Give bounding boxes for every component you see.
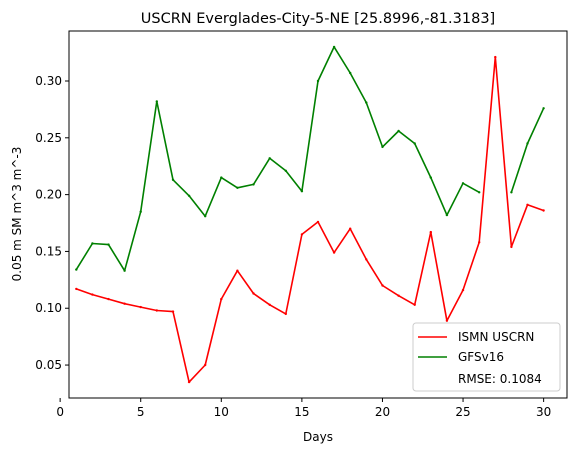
y-tick-label: 0.20: [35, 188, 62, 202]
data-point-gfsv16: [510, 191, 513, 194]
data-point-gfsv16: [123, 269, 126, 272]
x-tick-label: 0: [56, 405, 64, 419]
data-point-ismn-uscrn: [220, 297, 223, 301]
data-point-gfsv16: [75, 268, 78, 271]
legend: ISMN USCRN GFSv16 RMSE: 0.1084: [412, 322, 561, 392]
data-point-gfsv16: [542, 107, 545, 110]
data-point-gfsv16: [171, 178, 175, 181]
series-line-gfsv16: [75, 46, 480, 272]
data-point-gfsv16: [220, 176, 223, 179]
data-point-gfsv16: [397, 129, 400, 133]
data-point-ismn-uscrn: [171, 310, 175, 313]
data-point-gfsv16: [91, 242, 94, 245]
data-point-ismn-uscrn: [252, 292, 255, 295]
data-point-ismn-uscrn: [397, 294, 400, 297]
data-point-gfsv16: [268, 157, 271, 160]
y-tick-label: 0.10: [35, 301, 62, 315]
data-point-gfsv16: [429, 176, 432, 179]
series-line-ismn-uscrn: [76, 56, 544, 383]
data-point-gfsv16: [316, 79, 320, 83]
data-point-gfsv16: [155, 100, 158, 103]
x-axis-label: Days: [303, 430, 333, 444]
x-tick-label: 15: [294, 405, 309, 419]
data-point-ismn-uscrn: [268, 303, 271, 306]
chart-title: USCRN Everglades-City-5-NE [25.8996,-81.…: [141, 11, 495, 27]
data-point-ismn-uscrn: [91, 293, 94, 296]
data-point-ismn-uscrn: [413, 303, 416, 306]
data-point-ismn-uscrn: [510, 245, 513, 249]
data-point-ismn-uscrn: [123, 302, 126, 305]
data-point-gfsv16: [478, 191, 481, 194]
data-point-ismn-uscrn: [107, 297, 110, 301]
legend-box: [412, 322, 561, 392]
x-tick-label: 20: [375, 405, 390, 419]
data-point-ismn-uscrn: [365, 258, 368, 261]
data-point-gfsv16: [349, 71, 352, 75]
plot-series: [75, 45, 545, 384]
y-tick-label: 0.30: [35, 74, 62, 88]
data-point-gfsv16: [381, 145, 384, 149]
data-point-ismn-uscrn: [494, 55, 497, 59]
data-point-ismn-uscrn: [542, 209, 545, 212]
data-point-ismn-uscrn: [381, 284, 384, 287]
data-point-ismn-uscrn: [75, 287, 78, 291]
data-point-ismn-uscrn: [316, 220, 320, 224]
data-point-gfsv16: [204, 215, 207, 218]
data-point-gfsv16: [300, 190, 304, 193]
data-point-gfsv16: [413, 142, 416, 145]
data-point-ismn-uscrn: [300, 233, 304, 236]
y-tick-label: 0.15: [35, 244, 62, 258]
data-point-ismn-uscrn: [461, 288, 465, 292]
data-point-ismn-uscrn: [429, 230, 432, 234]
legend-label-ismn-uscrn: ISMN USCRN: [458, 330, 534, 344]
data-point-ismn-uscrn: [284, 312, 287, 316]
y-axis-ticks: 0.05 0.10 0.15 0.20 0.25 0.30: [35, 74, 69, 372]
plot-frame: [68, 30, 568, 399]
legend-label-gfsv16: GFSv16: [458, 350, 504, 364]
data-point-ismn-uscrn: [445, 319, 449, 322]
data-point-ismn-uscrn: [478, 241, 481, 244]
x-tick-label: 30: [536, 405, 551, 419]
y-tick-label: 0.25: [35, 131, 62, 145]
x-tick-label: 10: [214, 405, 229, 419]
y-axis-label: 0.05 m SM m^3 m^-3: [10, 147, 24, 282]
x-axis-ticks: 0 5 10 15 20 25 30: [56, 398, 551, 419]
x-tick-label: 25: [455, 405, 470, 419]
data-point-gfsv16: [445, 213, 449, 217]
data-point-gfsv16: [252, 183, 255, 186]
data-point-gfsv16: [461, 182, 465, 185]
data-point-ismn-uscrn: [155, 309, 158, 312]
rmse-annotation: RMSE: 0.1084: [458, 372, 542, 386]
data-point-gfsv16: [236, 186, 239, 189]
data-point-ismn-uscrn: [332, 251, 336, 254]
data-point-ismn-uscrn: [349, 227, 352, 230]
data-point-ismn-uscrn: [204, 363, 207, 367]
y-tick-label: 0.05: [35, 358, 62, 372]
data-point-gfsv16: [187, 194, 191, 197]
data-point-gfsv16: [284, 169, 287, 172]
data-point-gfsv16: [332, 45, 336, 49]
data-point-ismn-uscrn: [187, 380, 191, 384]
data-point-ismn-uscrn: [139, 305, 142, 309]
data-point-gfsv16: [365, 101, 368, 104]
data-point-gfsv16: [107, 243, 110, 246]
data-point-ismn-uscrn: [526, 203, 529, 206]
data-point-ismn-uscrn: [236, 269, 239, 272]
data-point-gfsv16: [139, 210, 142, 213]
data-point-gfsv16: [526, 142, 529, 145]
x-tick-label: 5: [137, 405, 145, 419]
